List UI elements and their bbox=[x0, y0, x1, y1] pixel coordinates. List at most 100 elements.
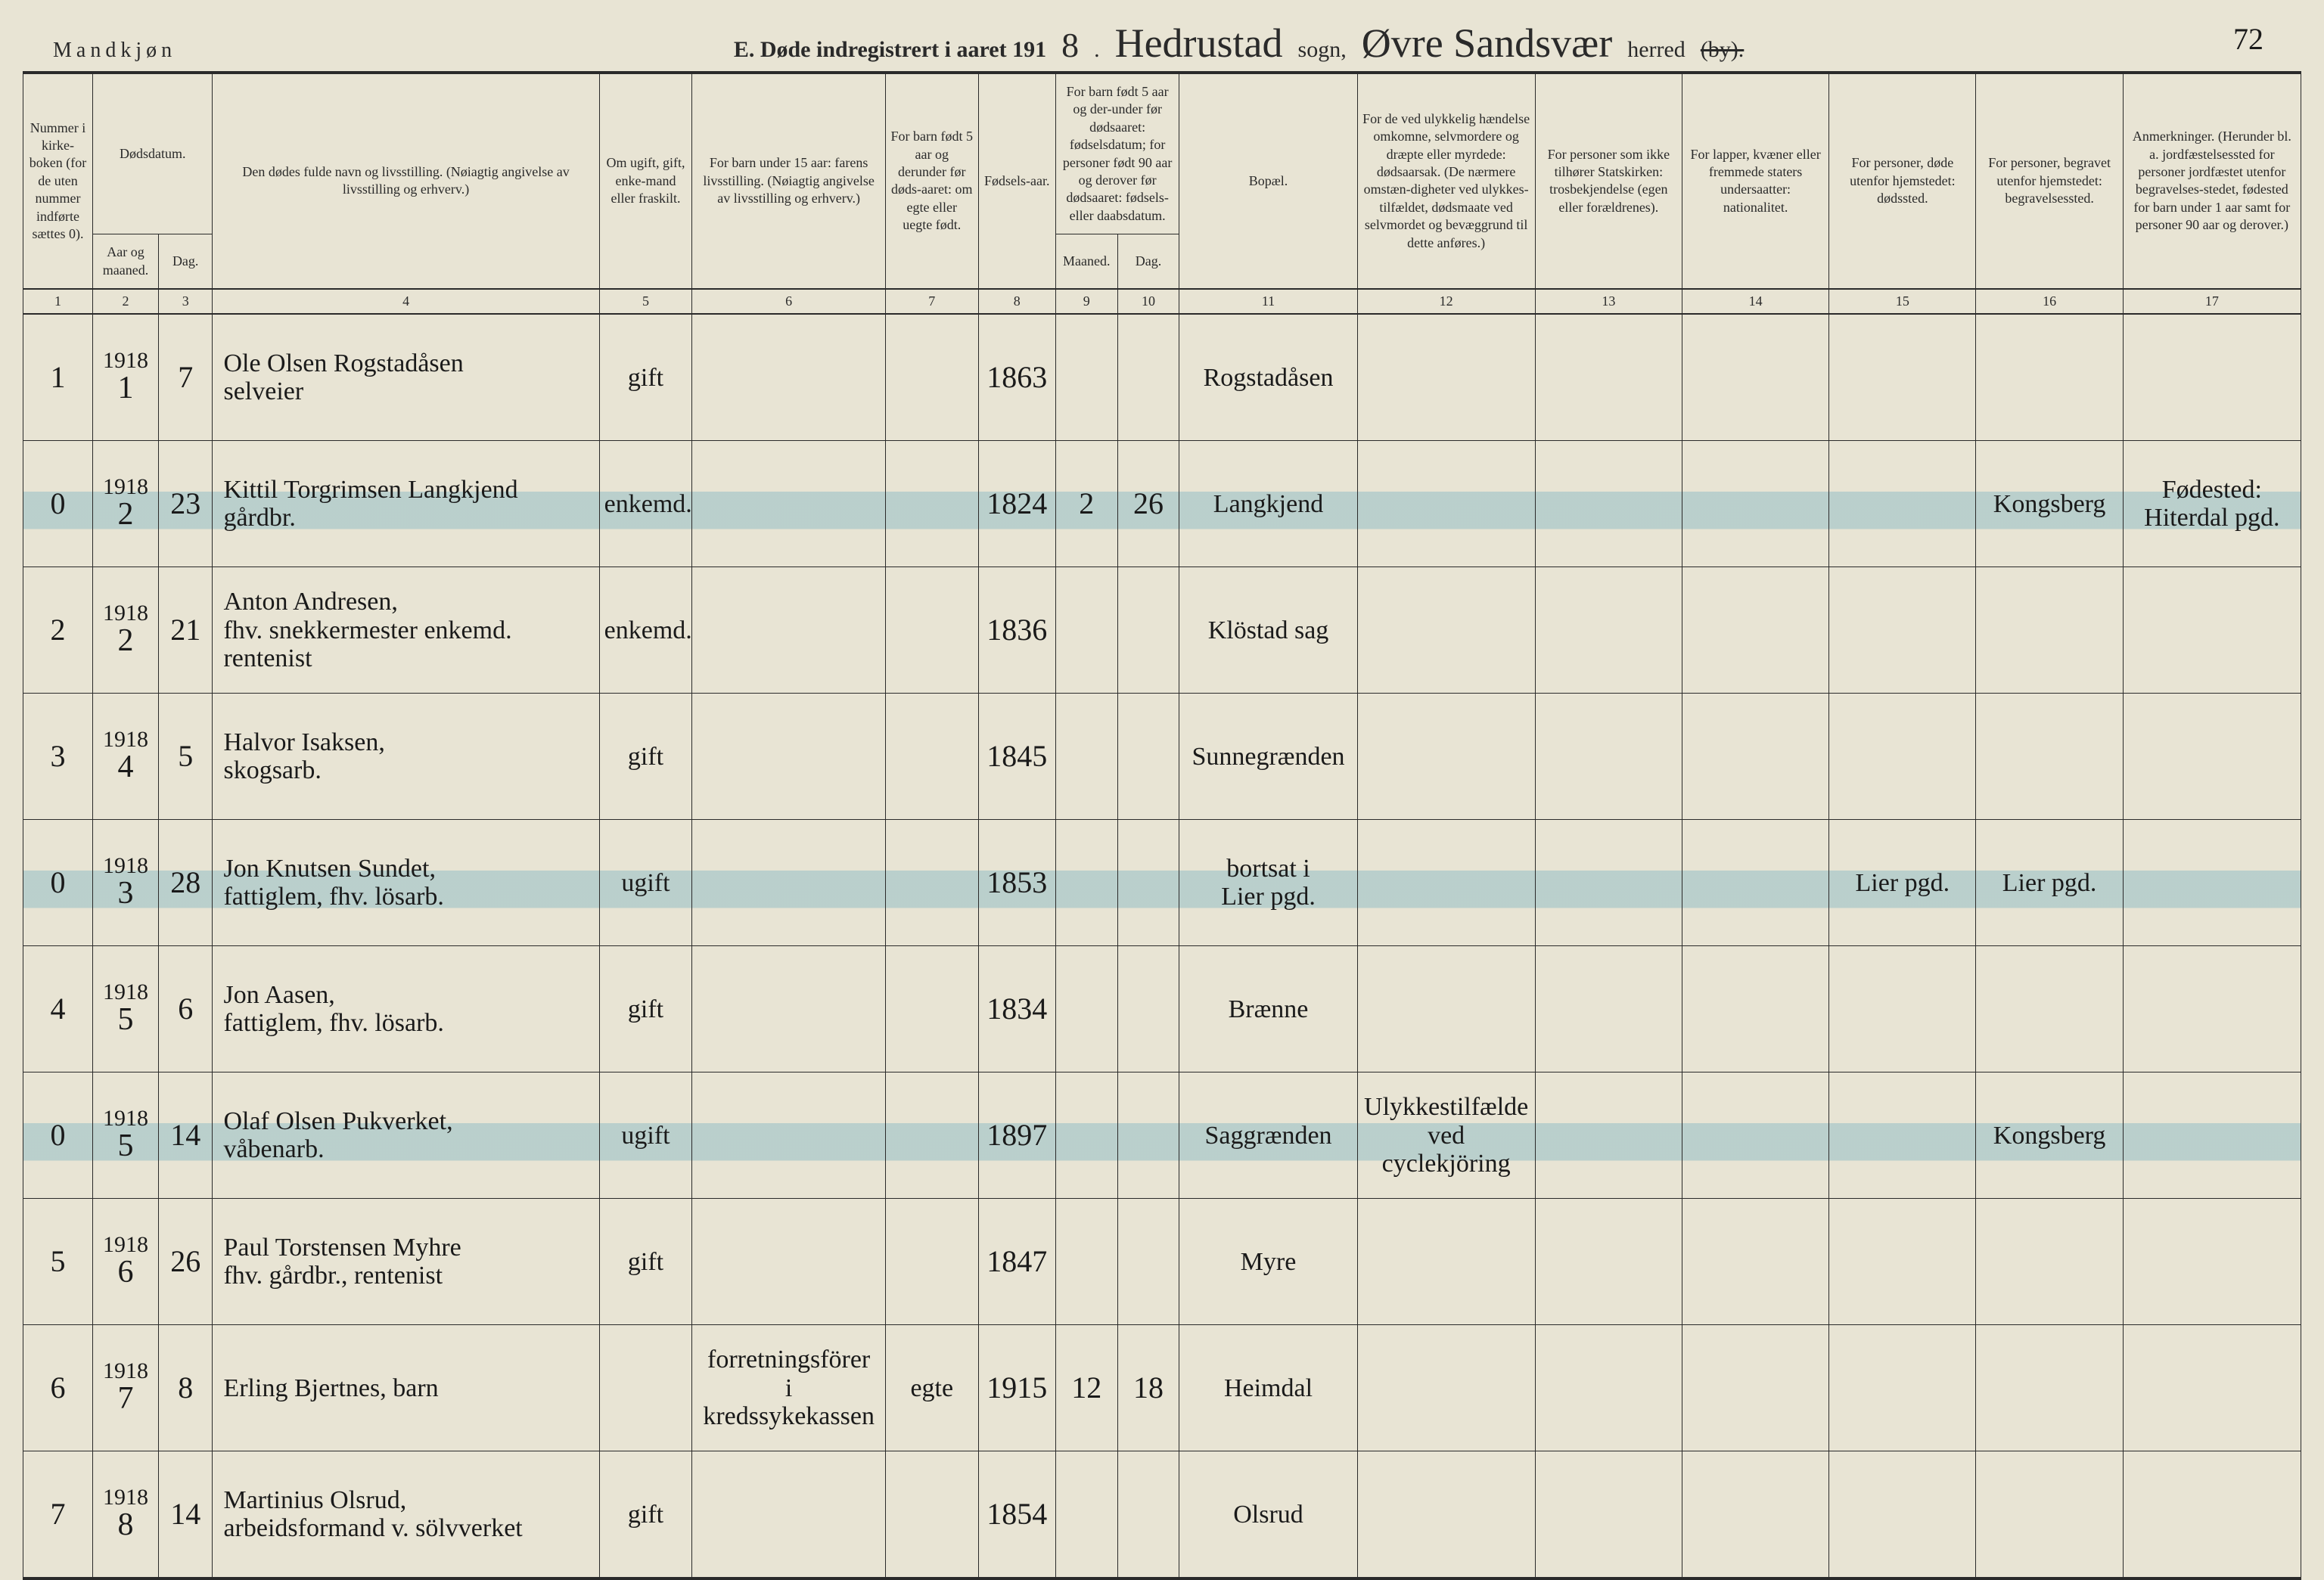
cell: 23 bbox=[158, 441, 213, 567]
cell bbox=[1829, 1325, 1976, 1451]
table-row: 3191845Halvor Isaksen, skogsarb.gift1845… bbox=[23, 694, 2301, 820]
cell bbox=[1357, 567, 1535, 694]
cell bbox=[885, 694, 978, 820]
cell-year-month: 19188 bbox=[93, 1451, 159, 1579]
cell: 5 bbox=[158, 694, 213, 820]
cell: Saggrænden bbox=[1179, 1072, 1357, 1199]
herred-value: Øvre Sandsvær bbox=[1362, 23, 1612, 64]
cell bbox=[1976, 946, 2123, 1072]
cell: 1854 bbox=[978, 1451, 1055, 1579]
table-row: 6191878Erling Bjertnes, barnforretningsf… bbox=[23, 1325, 2301, 1451]
col-header: Fødsels-aar. bbox=[978, 73, 1055, 289]
table-row: 71918814Martinius Olsrud, arbeidsformand… bbox=[23, 1451, 2301, 1579]
cell bbox=[692, 314, 886, 441]
cell bbox=[1117, 1451, 1179, 1579]
colnum: 5 bbox=[599, 289, 692, 314]
cell bbox=[1055, 314, 1117, 441]
cell bbox=[1535, 1199, 1682, 1325]
cell bbox=[1682, 694, 1828, 820]
cell bbox=[692, 946, 886, 1072]
cell bbox=[1357, 441, 1535, 567]
cell bbox=[1829, 1072, 1976, 1199]
cell: egte bbox=[885, 1325, 978, 1451]
col-subheader: Dag. bbox=[1117, 234, 1179, 289]
colnum: 13 bbox=[1535, 289, 1682, 314]
cell bbox=[1055, 1451, 1117, 1579]
cell: Brænne bbox=[1179, 946, 1357, 1072]
colnum: 17 bbox=[2123, 289, 2301, 314]
cell bbox=[1682, 441, 1828, 567]
cell: 26 bbox=[1117, 441, 1179, 567]
cell: 26 bbox=[158, 1199, 213, 1325]
cell bbox=[1055, 820, 1117, 946]
cell: gift bbox=[599, 946, 692, 1072]
cell bbox=[1535, 694, 1682, 820]
cell-year-month: 19187 bbox=[93, 1325, 159, 1451]
cell: 3 bbox=[23, 694, 93, 820]
cell bbox=[692, 1072, 886, 1199]
col-header: For personer, døde utenfor hjemstedet: d… bbox=[1829, 73, 1976, 289]
cell bbox=[885, 1072, 978, 1199]
table-row: 4191856Jon Aasen, fattiglem, fhv. lösarb… bbox=[23, 946, 2301, 1072]
colnum: 9 bbox=[1055, 289, 1117, 314]
col-subheader: Aar og maaned. bbox=[93, 234, 159, 289]
cell bbox=[885, 567, 978, 694]
cell: 1853 bbox=[978, 820, 1055, 946]
cell bbox=[2123, 694, 2301, 820]
cell bbox=[1829, 694, 1976, 820]
cell: Heimdal bbox=[1179, 1325, 1357, 1451]
cell bbox=[1976, 1325, 2123, 1451]
cell bbox=[692, 1199, 886, 1325]
col-header: Den dødes fulde navn og livsstilling. (N… bbox=[213, 73, 599, 289]
col-header: Dødsdatum. bbox=[93, 73, 213, 234]
cell bbox=[2123, 1072, 2301, 1199]
cell bbox=[1976, 1451, 2123, 1579]
strike-by: (by). bbox=[1701, 37, 1744, 63]
cell bbox=[1829, 1199, 1976, 1325]
cell bbox=[885, 441, 978, 567]
cell bbox=[2123, 1451, 2301, 1579]
cell bbox=[1976, 567, 2123, 694]
cell bbox=[1117, 820, 1179, 946]
title-prefix: E. Døde indregistrert i aaret 191 bbox=[734, 37, 1046, 63]
cell-year-month: 19184 bbox=[93, 694, 159, 820]
cell bbox=[2123, 946, 2301, 1072]
col-header: For lapper, kvæner eller fremmede stater… bbox=[1682, 73, 1828, 289]
cell bbox=[1357, 820, 1535, 946]
cell bbox=[1055, 694, 1117, 820]
cell bbox=[1682, 1325, 1828, 1451]
cell: 8 bbox=[158, 1325, 213, 1451]
cell: 1897 bbox=[978, 1072, 1055, 1199]
cell bbox=[1535, 820, 1682, 946]
cell: 1 bbox=[23, 314, 93, 441]
cell bbox=[1829, 946, 1976, 1072]
cell bbox=[1055, 946, 1117, 1072]
cell: gift bbox=[599, 694, 692, 820]
col-header: For de ved ulykkelig hændelse omkomne, s… bbox=[1357, 73, 1535, 289]
cell bbox=[885, 314, 978, 441]
cell bbox=[2123, 820, 2301, 946]
col-header: For personer som ikke tilhører Statskirk… bbox=[1535, 73, 1682, 289]
cell bbox=[2123, 1325, 2301, 1451]
cell: Martinius Olsrud, arbeidsformand v. sölv… bbox=[213, 1451, 599, 1579]
cell-year-month: 19182 bbox=[93, 441, 159, 567]
cell bbox=[1117, 567, 1179, 694]
death-register-page: 72 Mandkjøn E. Døde indregistrert i aare… bbox=[23, 23, 2301, 1495]
cell bbox=[885, 1199, 978, 1325]
cell: 1824 bbox=[978, 441, 1055, 567]
table-header: Nummer i kirke-boken (for de uten nummer… bbox=[23, 73, 2301, 314]
cell bbox=[1357, 314, 1535, 441]
col-header: Nummer i kirke-boken (for de uten nummer… bbox=[23, 73, 93, 289]
cell bbox=[1357, 1325, 1535, 1451]
cell: 1915 bbox=[978, 1325, 1055, 1451]
cell bbox=[692, 567, 886, 694]
col-header: Om ugift, gift, enke-mand eller fraskilt… bbox=[599, 73, 692, 289]
cell bbox=[1682, 314, 1828, 441]
page-number: 72 bbox=[2233, 23, 2263, 56]
cell bbox=[1117, 1072, 1179, 1199]
cell bbox=[2123, 1199, 2301, 1325]
cell: 2 bbox=[23, 567, 93, 694]
colnum: 1 bbox=[23, 289, 93, 314]
colnum: 14 bbox=[1682, 289, 1828, 314]
cell: 5 bbox=[23, 1199, 93, 1325]
